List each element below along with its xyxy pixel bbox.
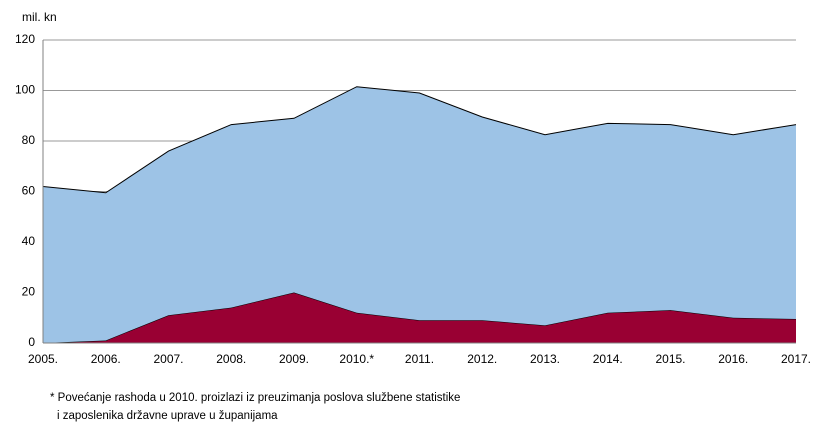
- x-tick-label: 2007.: [153, 352, 183, 366]
- y-tick-label: 100: [15, 83, 35, 97]
- footnote: * Povećanje rashoda u 2010. proizlazi iz…: [50, 392, 460, 404]
- footnote: i zaposlenika državne uprave u županijam…: [57, 410, 278, 422]
- x-tick-label: 2013.: [530, 352, 560, 366]
- x-tick-label: 2009.: [279, 352, 309, 366]
- area-edge: [42, 86, 797, 194]
- x-tick-label: 2011.: [405, 352, 434, 366]
- area: [43, 86, 796, 344]
- x-tick-label: 2005.: [28, 352, 58, 366]
- x-tick-label: 2008.: [216, 352, 246, 366]
- y-axis-label: mil. kn: [22, 10, 57, 24]
- y-tick-label: 0: [28, 335, 35, 349]
- y-tick-label: 120: [15, 32, 35, 46]
- x-tick-label: 2006.: [91, 352, 121, 366]
- y-tick-label: 80: [22, 133, 36, 147]
- x-tick-label: 2016.: [718, 352, 748, 366]
- y-tick-label: 60: [22, 184, 36, 198]
- x-tick-label: 2015.: [655, 352, 685, 366]
- x-tick-label: 2010.*: [339, 352, 374, 366]
- x-tick-label: 2017.: [781, 352, 811, 366]
- y-tick-label: 20: [22, 285, 36, 299]
- area: [43, 292, 796, 343]
- x-tick-label: 2014.: [593, 352, 623, 366]
- x-tick-label: 2012.: [467, 352, 497, 366]
- y-tick-label: 40: [22, 234, 36, 248]
